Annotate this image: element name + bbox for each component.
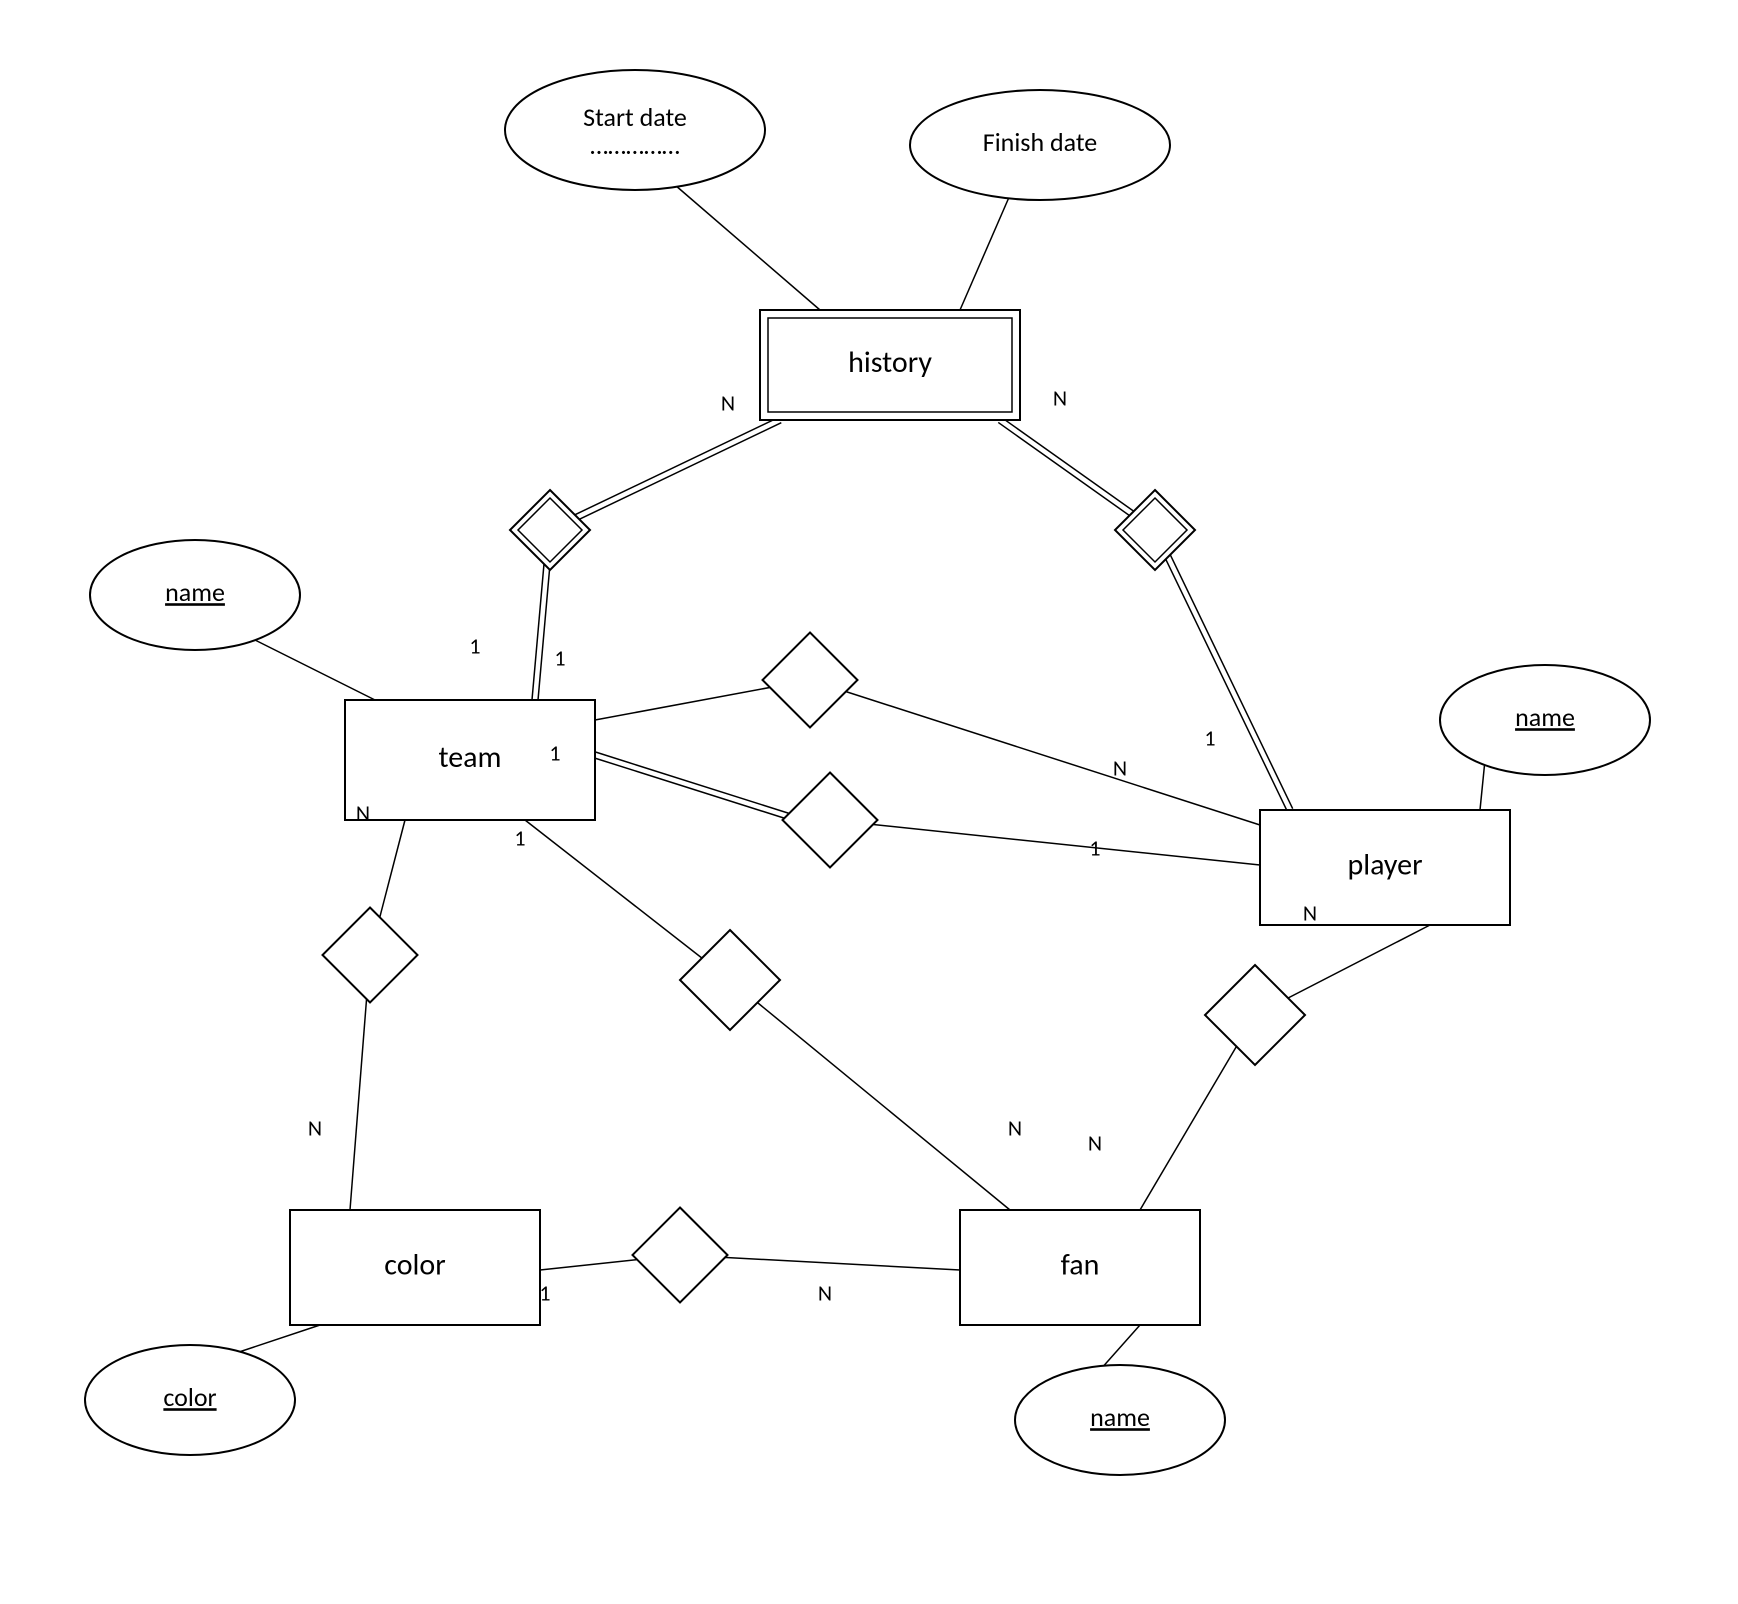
card-color_team_N: N <box>308 1114 322 1141</box>
card-fan_team_N: N <box>1008 1114 1022 1141</box>
attr-label-team_name: name <box>165 576 225 608</box>
card-player_top_N: N <box>1113 754 1127 781</box>
er-diagram: historyteamplayercolorfanStart date……………… <box>0 0 1738 1604</box>
entity-label-color: color <box>384 1247 445 1284</box>
card-team_bot_1: 1 <box>549 739 560 766</box>
attr-dots-start_date: …………… <box>590 129 680 161</box>
card-player_fan_N: N <box>1303 899 1317 926</box>
entity-label-history: history <box>848 344 932 381</box>
attr-label-finish_date: Finish date <box>983 126 1098 158</box>
card-team_color_N: N <box>356 799 370 826</box>
card-hist_player_N: N <box>1053 384 1067 411</box>
attr-label-fan_name: name <box>1090 1401 1150 1433</box>
attr-label-player_name: name <box>1515 701 1575 733</box>
card-team_top_1: 1 <box>554 644 565 671</box>
card-color_fan_1: 1 <box>539 1279 550 1306</box>
card-fan_player_N: N <box>1088 1129 1102 1156</box>
card-team_hist_1: 1 <box>469 632 480 659</box>
entity-label-player: player <box>1347 847 1422 884</box>
card-player_hist_1: 1 <box>1204 724 1215 751</box>
attr-label-color_color: color <box>163 1381 216 1413</box>
card-hist_team_N: N <box>721 389 735 416</box>
card-team_fan_1: 1 <box>514 824 525 851</box>
entity-label-team: team <box>439 739 502 776</box>
entity-label-fan: fan <box>1061 1247 1100 1284</box>
card-player_bot_1: 1 <box>1089 834 1100 861</box>
card-fan_color_N: N <box>818 1279 832 1306</box>
